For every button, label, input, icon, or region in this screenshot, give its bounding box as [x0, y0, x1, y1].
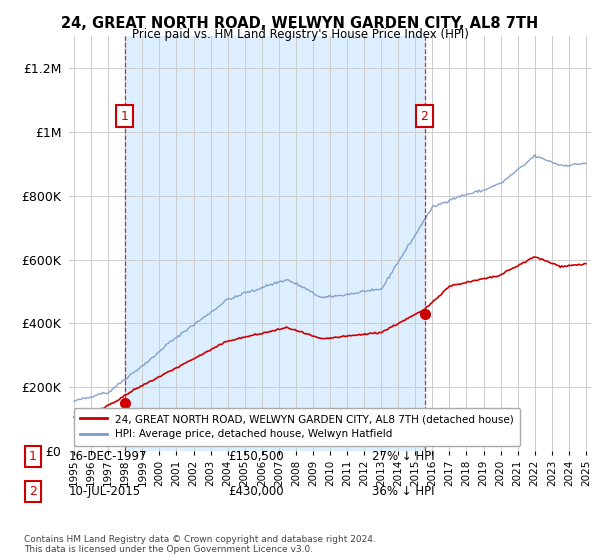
Text: 24, GREAT NORTH ROAD, WELWYN GARDEN CITY, AL8 7TH: 24, GREAT NORTH ROAD, WELWYN GARDEN CITY… [61, 16, 539, 31]
Text: 2: 2 [421, 110, 428, 123]
Text: 10-JUL-2015: 10-JUL-2015 [69, 485, 141, 498]
Text: 16-DEC-1997: 16-DEC-1997 [69, 450, 148, 463]
Text: 36% ↓ HPI: 36% ↓ HPI [372, 485, 434, 498]
Text: 1: 1 [29, 450, 37, 463]
Bar [125, 36, 425, 451]
Legend: 24, GREAT NORTH ROAD, WELWYN GARDEN CITY, AL8 7TH (detached house), HPI: Average: 24, GREAT NORTH ROAD, WELWYN GARDEN CITY… [74, 408, 520, 446]
Text: £430,000: £430,000 [228, 485, 284, 498]
Text: 2: 2 [29, 485, 37, 498]
Text: Price paid vs. HM Land Registry's House Price Index (HPI): Price paid vs. HM Land Registry's House … [131, 28, 469, 41]
Text: £150,500: £150,500 [228, 450, 284, 463]
Text: 27% ↓ HPI: 27% ↓ HPI [372, 450, 434, 463]
Text: 1: 1 [121, 110, 128, 123]
Text: Contains HM Land Registry data © Crown copyright and database right 2024.
This d: Contains HM Land Registry data © Crown c… [24, 535, 376, 554]
